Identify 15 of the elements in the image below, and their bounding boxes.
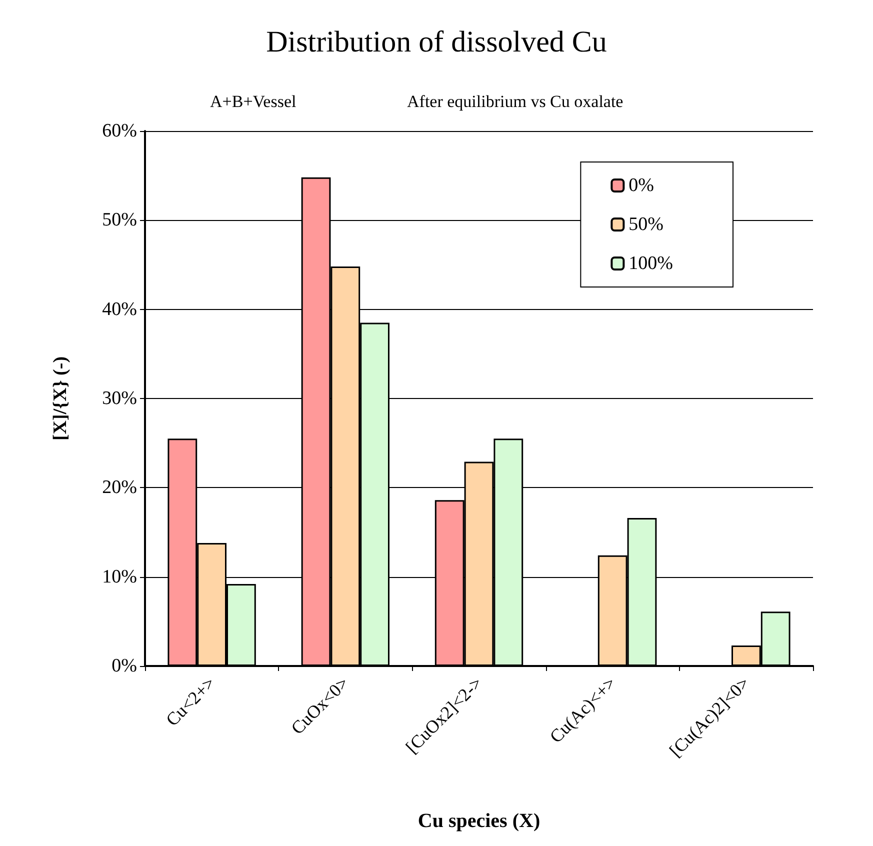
y-tick-label: 20%	[102, 477, 138, 498]
x-axis-title: Cu species (X)	[418, 810, 540, 832]
y-tick-label: 40%	[102, 298, 138, 320]
y-tick-label: 60%	[102, 120, 138, 142]
legend-label: 0%	[628, 175, 654, 196]
legend-label: 50%	[628, 214, 664, 235]
chart-subtitle: A+B+Vessel	[210, 92, 297, 111]
y-tick-label: 50%	[102, 210, 138, 231]
y-tick-label: 30%	[102, 388, 138, 409]
y-tick-label: 10%	[102, 566, 138, 588]
legend-label: 100%	[628, 253, 674, 274]
text: After equilibrium vs Cu oxalate	[407, 92, 624, 111]
y-axis-title: [X]/{X} (-)	[50, 356, 71, 441]
chart-title: Distribution of dissolved Cu	[266, 26, 607, 58]
y-tick-label: 0%	[112, 656, 138, 676]
